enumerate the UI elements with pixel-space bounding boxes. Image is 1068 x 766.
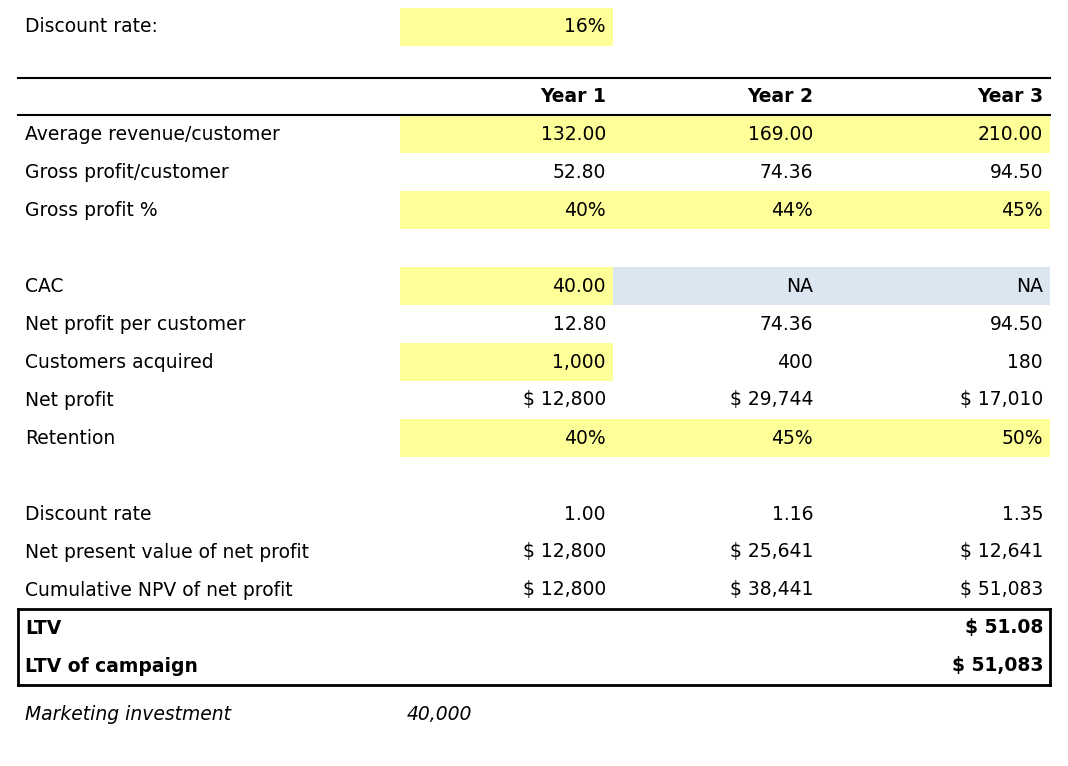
Text: $ 51,083: $ 51,083 xyxy=(960,581,1043,600)
Bar xyxy=(613,191,820,229)
Bar xyxy=(400,343,613,381)
Text: Net profit per customer: Net profit per customer xyxy=(25,315,246,333)
Text: $ 25,641: $ 25,641 xyxy=(729,542,813,561)
Text: Marketing investment: Marketing investment xyxy=(25,705,231,724)
Bar xyxy=(613,115,820,153)
Text: 1.00: 1.00 xyxy=(565,505,606,523)
Text: Discount rate: Discount rate xyxy=(25,505,152,523)
Bar xyxy=(820,115,1050,153)
Text: Year 1: Year 1 xyxy=(540,87,606,106)
Text: Customers acquired: Customers acquired xyxy=(25,352,214,372)
Bar xyxy=(820,191,1050,229)
Text: $ 51,083: $ 51,083 xyxy=(952,656,1043,676)
Text: 74.36: 74.36 xyxy=(759,315,813,333)
Text: 74.36: 74.36 xyxy=(759,162,813,182)
Text: 94.50: 94.50 xyxy=(989,315,1043,333)
Text: 52.80: 52.80 xyxy=(552,162,606,182)
Text: Average revenue/customer: Average revenue/customer xyxy=(25,125,280,143)
Text: Net present value of net profit: Net present value of net profit xyxy=(25,542,309,561)
Bar xyxy=(613,419,820,457)
Text: 400: 400 xyxy=(778,352,813,372)
Text: Cumulative NPV of net profit: Cumulative NPV of net profit xyxy=(25,581,293,600)
Text: 44%: 44% xyxy=(771,201,813,220)
Text: $ 12,800: $ 12,800 xyxy=(522,542,606,561)
Text: $ 12,800: $ 12,800 xyxy=(522,581,606,600)
Bar xyxy=(820,419,1050,457)
Text: NA: NA xyxy=(1016,277,1043,296)
Text: 132.00: 132.00 xyxy=(540,125,606,143)
Text: Year 2: Year 2 xyxy=(747,87,813,106)
Bar xyxy=(820,267,1050,305)
Text: 94.50: 94.50 xyxy=(989,162,1043,182)
Text: 210.00: 210.00 xyxy=(977,125,1043,143)
Bar xyxy=(400,191,613,229)
Text: 169.00: 169.00 xyxy=(748,125,813,143)
Text: Year 3: Year 3 xyxy=(977,87,1043,106)
Text: 1.16: 1.16 xyxy=(771,505,813,523)
Text: $ 17,010: $ 17,010 xyxy=(960,391,1043,410)
Text: Gross profit %: Gross profit % xyxy=(25,201,158,220)
Text: 50%: 50% xyxy=(1002,428,1043,447)
Text: 40%: 40% xyxy=(564,428,606,447)
Text: Net profit: Net profit xyxy=(25,391,114,410)
Text: 40.00: 40.00 xyxy=(552,277,606,296)
Bar xyxy=(613,267,820,305)
Text: 40%: 40% xyxy=(564,201,606,220)
Text: 45%: 45% xyxy=(1002,201,1043,220)
Text: 45%: 45% xyxy=(771,428,813,447)
Bar xyxy=(400,267,613,305)
Text: 1.35: 1.35 xyxy=(1002,505,1043,523)
Text: 16%: 16% xyxy=(565,18,606,37)
Text: 180: 180 xyxy=(1007,352,1043,372)
Text: Retention: Retention xyxy=(25,428,115,447)
Text: 40,000: 40,000 xyxy=(407,705,472,724)
Bar xyxy=(400,115,613,153)
Text: $ 29,744: $ 29,744 xyxy=(729,391,813,410)
Bar xyxy=(400,8,613,46)
Text: $ 12,800: $ 12,800 xyxy=(522,391,606,410)
Text: $ 38,441: $ 38,441 xyxy=(729,581,813,600)
Text: CAC: CAC xyxy=(25,277,63,296)
Text: $ 51.08: $ 51.08 xyxy=(964,618,1043,637)
Text: NA: NA xyxy=(786,277,813,296)
Text: 12.80: 12.80 xyxy=(552,315,606,333)
Text: LTV of campaign: LTV of campaign xyxy=(25,656,198,676)
Text: $ 12,641: $ 12,641 xyxy=(960,542,1043,561)
Text: LTV: LTV xyxy=(25,618,61,637)
Text: 1,000: 1,000 xyxy=(552,352,606,372)
Bar xyxy=(400,419,613,457)
Text: Discount rate:: Discount rate: xyxy=(25,18,158,37)
Text: Gross profit/customer: Gross profit/customer xyxy=(25,162,229,182)
